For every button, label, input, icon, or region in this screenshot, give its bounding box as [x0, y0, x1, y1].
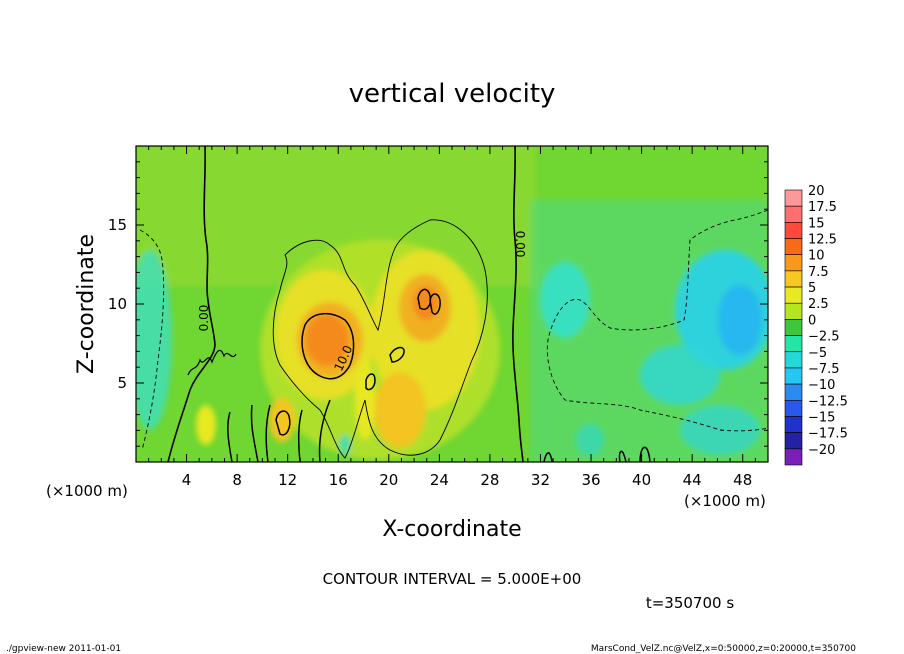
- x-tick-label: 4: [182, 471, 192, 489]
- colorbar-cell: [784, 335, 803, 353]
- x-axis: 4 8 12 16 20 24 28 32 36 40 44 48: [148, 146, 756, 489]
- footer-right: MarsCond_VelZ.nc@VelZ,x=0:50000,z=0:2000…: [591, 644, 856, 654]
- downdraft-east-core: [718, 285, 762, 355]
- colorbar-cell: [784, 432, 803, 450]
- colorbar-label: −20: [808, 443, 835, 458]
- x-tick-label: 20: [379, 471, 398, 489]
- colorbar-label: 12.5: [808, 233, 837, 248]
- colorbar-label: 10: [808, 249, 825, 264]
- colorbar-cell: [784, 222, 803, 239]
- contour-label-west: 0.00: [197, 305, 211, 332]
- y-tick-label: 10: [108, 295, 127, 313]
- colorbar-cell: [784, 302, 803, 320]
- downdraft-low: [576, 424, 604, 456]
- contour-10-east-b: [429, 293, 441, 315]
- chart-title: vertical velocity: [349, 79, 556, 109]
- x-unit-left: (×1000 m): [46, 482, 128, 500]
- colorbar-label: −15: [808, 410, 835, 425]
- colorbar-label: 17.5: [808, 200, 837, 215]
- colorbar-label: −10: [808, 378, 835, 393]
- dashed-downdraft-west: [139, 229, 165, 451]
- contour-label-east: 0.00: [513, 231, 527, 258]
- cloud-outline: [272, 219, 488, 459]
- footer-left: ./gpview-new 2011-01-01: [6, 644, 121, 654]
- colorbar-cell: [784, 205, 803, 223]
- colorbar-cell: [784, 238, 803, 256]
- x-tick-label: 12: [278, 471, 297, 489]
- colorbar-cell: [784, 286, 803, 304]
- y-tick-label: 15: [108, 216, 127, 234]
- y-axis: 5 10 15: [108, 161, 768, 447]
- time-label: t=350700 s: [646, 594, 734, 612]
- x-axis-label: X-coordinate: [382, 517, 521, 542]
- colorbar-label: 20: [808, 184, 825, 199]
- x-tick-label: 36: [581, 471, 600, 489]
- updraft-small: [196, 405, 216, 445]
- colorbar-cell: [784, 254, 803, 272]
- colorbar-cell: [784, 367, 803, 385]
- x-tick-label: 32: [531, 471, 550, 489]
- x-tick-label: 40: [632, 471, 651, 489]
- colorbar-label: 5: [808, 281, 816, 296]
- contour-lines: [139, 146, 768, 462]
- updraft-east-core: [413, 286, 439, 320]
- downdraft-east3: [680, 405, 760, 455]
- downdraft-east2: [640, 345, 720, 405]
- y-tick-label: 5: [117, 374, 127, 392]
- contour-10-low: [365, 373, 376, 391]
- low-contours: [227, 399, 651, 462]
- downdraft-low2: [339, 435, 351, 455]
- colorbar-label: 2.5: [808, 297, 829, 312]
- colorbar-label: −2.5: [808, 330, 840, 345]
- colorbar-label: −17.5: [808, 427, 848, 442]
- x-tick-label: 8: [232, 471, 242, 489]
- x-unit-right: (×1000 m): [684, 492, 766, 510]
- dashed-downdraft-east: [546, 209, 768, 432]
- x-tick-label: 48: [733, 471, 752, 489]
- colorbar-cell: [784, 399, 803, 417]
- updraft-west-core: [305, 314, 349, 366]
- colorbar-cell: [784, 270, 803, 288]
- colorbar-label: −5: [808, 346, 827, 361]
- colorbar-label: −7.5: [808, 362, 840, 377]
- contour-10-mid: [389, 346, 405, 363]
- colorbar-cell: [784, 351, 803, 369]
- colorbar-label: 15: [808, 216, 825, 231]
- field-layer: 0.00 10.0 0.00: [136, 146, 768, 462]
- x-tick-label: 24: [430, 471, 449, 489]
- x-tick-label: 16: [329, 471, 348, 489]
- zero-contour-west: [167, 146, 216, 462]
- downdraft-west: [136, 250, 172, 430]
- x-tick-label: 28: [480, 471, 499, 489]
- colorbar-cell: [784, 383, 803, 401]
- zero-contour-east: [512, 146, 524, 462]
- colorbar-cell: [784, 416, 803, 433]
- colorbar-cell: [784, 189, 803, 207]
- colorbar-label: 7.5: [808, 265, 829, 280]
- colorbar-label: 0: [808, 313, 816, 328]
- y-axis-label: Z-coordinate: [74, 234, 99, 374]
- contour-10-west: [301, 313, 355, 380]
- contour-10-12: [275, 410, 291, 436]
- colorbar-cell: [784, 448, 803, 466]
- colorbar-label: −12.5: [808, 394, 848, 409]
- downdraft-mid: [540, 262, 590, 338]
- contour-10-east-a: [417, 288, 432, 310]
- mars-wiggle: [187, 349, 237, 376]
- x-tick-label: 44: [683, 471, 702, 489]
- colorbar-cell: [784, 319, 803, 336]
- contour-interval: CONTOUR INTERVAL = 5.000E+00: [323, 570, 582, 588]
- updraft-low: [374, 372, 426, 448]
